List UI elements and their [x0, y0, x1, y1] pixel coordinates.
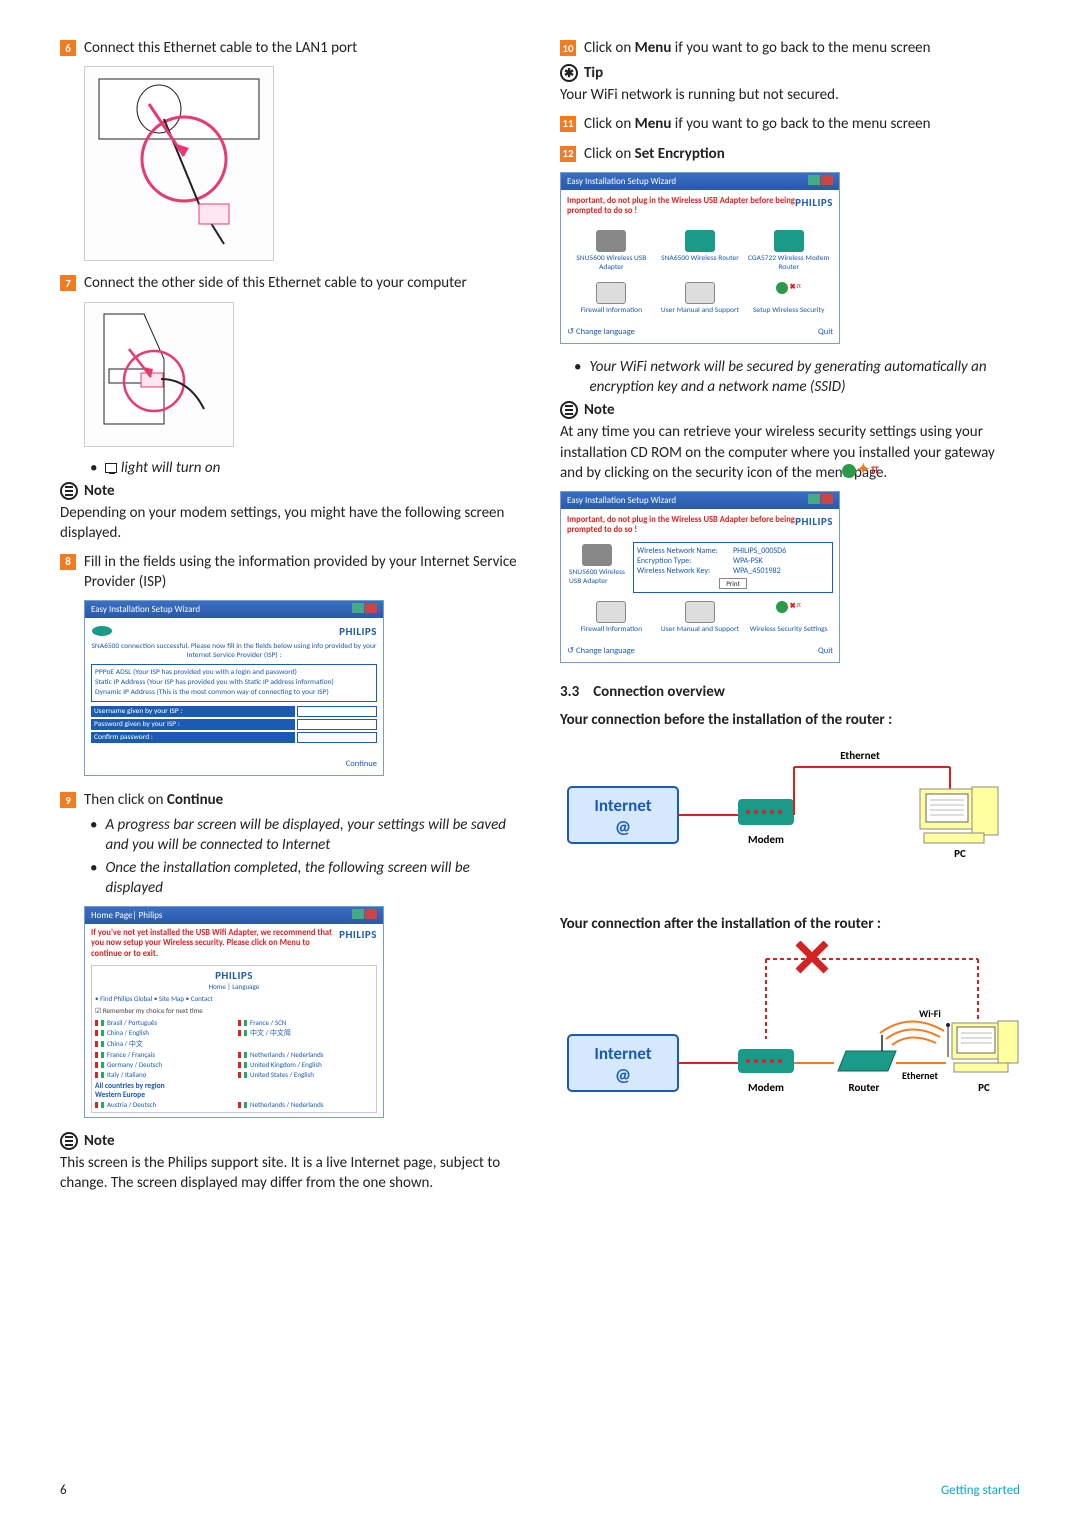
light-bullet-text: light will turn on — [117, 459, 220, 477]
svg-text:PC: PC — [954, 847, 966, 860]
note-2-body: This screen is the Philips support site.… — [60, 1153, 520, 1194]
step-9-num: 9 — [60, 792, 76, 808]
philips-logo-2: PHILIPS — [339, 928, 377, 965]
form-password: Password given by your ISP : — [91, 719, 295, 730]
svg-text:Internet: Internet — [594, 795, 651, 816]
illustration-lan1 — [84, 66, 274, 261]
svg-text:Ethernet: Ethernet — [902, 1069, 938, 1082]
form-username: Username given by your ISP : — [91, 706, 295, 717]
pc-icon — [105, 463, 117, 473]
note-2: Note — [60, 1132, 520, 1150]
step-10-num: 10 — [560, 40, 576, 56]
step-12: 12 Click on Set Encryption — [560, 144, 1020, 164]
wizard-info: SNA6500 connection successful. Please no… — [91, 642, 377, 660]
step-6-num: 6 — [60, 40, 76, 56]
tip-row: ✱ Tip — [560, 64, 1020, 82]
note-1-label: Note — [84, 482, 115, 500]
wizard-isp-form: Easy Installation Setup Wizard PHILIPS S… — [84, 600, 384, 776]
print-button: Print — [719, 578, 747, 589]
light-bullet: • light will turn on — [90, 459, 520, 479]
step-8-num: 8 — [60, 554, 76, 570]
secure-bullet: •Your WiFi network will be secured by ge… — [574, 358, 1020, 397]
note-2-label: Note — [84, 1132, 115, 1150]
footer-section: Getting started — [941, 1483, 1020, 1498]
svg-text:@: @ — [615, 816, 631, 838]
svg-text:@: @ — [615, 1064, 631, 1086]
svg-text:Internet: Internet — [594, 1043, 651, 1064]
tip-body: Your WiFi network is running but not sec… — [560, 85, 1020, 105]
wizard-support-site: Home Page| Philips If you've not yet ins… — [84, 906, 384, 1118]
svg-text:Router: Router — [849, 1081, 880, 1094]
note-right-label: Note — [584, 401, 615, 419]
form-confirm: Confirm password : — [91, 732, 295, 743]
step-9: 9 Then click on Continue — [60, 790, 520, 810]
svg-text:Wi-Fi: Wi-Fi — [919, 1007, 941, 1020]
svg-text:Modem: Modem — [748, 1081, 784, 1094]
svg-text:Modem: Modem — [748, 833, 784, 846]
window-buttons — [351, 603, 377, 616]
step-9-bullet-2: •Once the installation completed, the fo… — [90, 859, 520, 898]
step-7-num: 7 — [60, 275, 76, 291]
wizard-titlebar: Easy Installation Setup Wizard — [85, 601, 383, 618]
diagram-after: Internet @ Modem Router E — [560, 941, 1020, 1126]
left-column: 6 Connect this Ethernet cable to the LAN… — [60, 38, 520, 1201]
step-12-num: 12 — [560, 146, 576, 162]
step-9-bullet-1: •A progress bar screen will be displayed… — [90, 816, 520, 855]
step-8-text: Fill in the fields using the information… — [84, 552, 520, 593]
svg-text:PC: PC — [978, 1081, 990, 1094]
step-8: 8 Fill in the fields using the informati… — [60, 552, 520, 593]
step-7: 7 Connect the other side of this Etherne… — [60, 273, 520, 293]
step-7-text: Connect the other side of this Ethernet … — [84, 273, 520, 293]
right-column: 10 Click on Menu if you want to go back … — [560, 38, 1020, 1201]
section-3-3: 3.3 Connection overview — [560, 683, 1020, 701]
wizA-title: Easy Installation Setup Wizard — [567, 176, 676, 187]
svg-text:Ethernet: Ethernet — [840, 749, 880, 762]
tip-label: Tip — [584, 64, 603, 82]
diagram-before: Internet @ Modem Ethernet — [560, 737, 1020, 897]
step-10: 10 Click on Menu if you want to go back … — [560, 38, 1020, 58]
caption-before: Your connection before the installation … — [560, 711, 1020, 729]
wizard-title: Easy Installation Setup Wizard — [91, 604, 200, 615]
radio-dynamic: Dynamic IP Address (This is the most com… — [95, 688, 373, 697]
radio-static: Static IP Address (Your ISP has provided… — [95, 678, 373, 687]
wizard2-title: Home Page| Philips — [91, 910, 162, 921]
wizard-security-settings: Easy Installation Setup Wizard Important… — [560, 491, 840, 662]
wizard2-warn: If you've not yet installed the USB Wifi… — [91, 928, 333, 959]
radio-pppoe: PPPoE ADSL (Your ISP has provided you wi… — [95, 668, 373, 677]
page-footer: 6 Getting started — [60, 1483, 1020, 1498]
section-title: Connection overview — [593, 683, 725, 701]
step-11-num: 11 — [560, 116, 576, 132]
step-9-text: Then click on Continue — [84, 790, 520, 810]
wizard-menu: Easy Installation Setup Wizard Important… — [560, 172, 840, 344]
tip-icon: ✱ — [560, 64, 578, 82]
note-1-body: Depending on your modem settings, you mi… — [60, 503, 520, 544]
note-icon-right — [560, 401, 578, 419]
caption-after: Your connection after the installation o… — [560, 915, 1020, 933]
step-6-text: Connect this Ethernet cable to the LAN1 … — [84, 38, 520, 58]
note-icon-2 — [60, 1132, 78, 1150]
wizA-warn: Important, do not plug in the Wireless U… — [567, 196, 795, 216]
wizard-continue: Continue — [91, 759, 377, 769]
philips-logo: PHILIPS — [339, 625, 377, 638]
note-right: Note — [560, 401, 1020, 419]
step-6: 6 Connect this Ethernet cable to the LAN… — [60, 38, 520, 58]
step-11: 11 Click on Menu if you want to go back … — [560, 114, 1020, 134]
page-number: 6 — [60, 1483, 67, 1498]
security-icon: ✦π — [842, 460, 879, 480]
section-num: 3.3 — [560, 683, 579, 701]
note-1: Note — [60, 482, 520, 500]
wizard2-titlebar: Home Page| Philips — [85, 907, 383, 924]
illustration-pc-cable — [84, 302, 234, 447]
note-icon — [60, 482, 78, 500]
wizB-title: Easy Installation Setup Wizard — [567, 495, 676, 506]
note-right-body: At any time you can retrieve your wirele… — [560, 422, 1020, 483]
